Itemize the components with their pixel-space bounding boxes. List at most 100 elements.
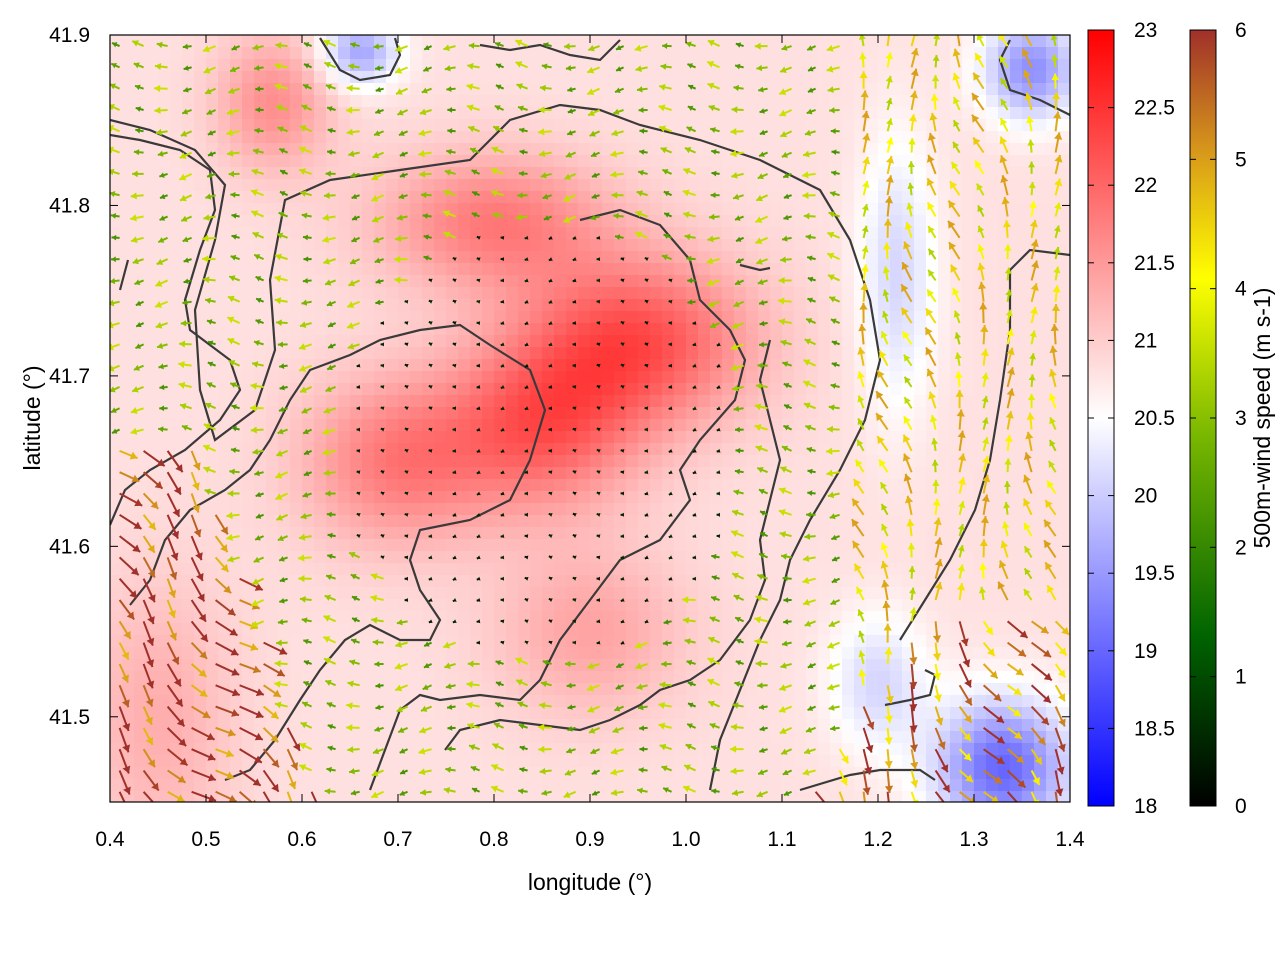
heatmap-cell [482, 203, 495, 216]
heatmap-cell [530, 779, 543, 792]
heatmap-cell [494, 215, 507, 228]
heatmap-cell [434, 503, 447, 516]
heatmap-cell [722, 179, 735, 192]
heatmap-cell [254, 263, 267, 276]
heatmap-cell [170, 407, 183, 420]
heatmap-cell [314, 647, 327, 660]
heatmap-cell [110, 431, 123, 444]
heatmap-cell [530, 299, 543, 312]
heatmap-cell [914, 587, 927, 600]
heatmap-cell [794, 215, 807, 228]
heatmap-cell [1034, 191, 1047, 204]
heatmap-cell [542, 527, 555, 540]
heatmap-cell [686, 155, 699, 168]
heatmap-cell [302, 731, 315, 744]
heatmap-cell [650, 659, 663, 672]
heatmap-cell [854, 515, 867, 528]
heatmap-cell [998, 107, 1011, 120]
heatmap-cell [650, 107, 663, 120]
heatmap-cell [362, 515, 375, 528]
heatmap-cell [926, 431, 939, 444]
heatmap-cell [398, 599, 411, 612]
heatmap-cell [302, 479, 315, 492]
heatmap-cell [278, 455, 291, 468]
heatmap-cell [266, 527, 279, 540]
heatmap-cell [194, 311, 207, 324]
heatmap-cell [950, 35, 963, 48]
heatmap-cell [962, 167, 975, 180]
heatmap-cell [386, 431, 399, 444]
heatmap-cell [578, 227, 591, 240]
heatmap-cell [566, 779, 579, 792]
heatmap-cell [398, 287, 411, 300]
heatmap-cell [842, 287, 855, 300]
heatmap-cell [302, 671, 315, 684]
heatmap-cell [758, 71, 771, 84]
heatmap-cell [662, 131, 675, 144]
heatmap-cell [902, 779, 915, 792]
heatmap-cell [362, 611, 375, 624]
heatmap-cell [1034, 551, 1047, 564]
heatmap-cell [170, 35, 183, 48]
heatmap-cell [590, 95, 603, 108]
heatmap-cell [746, 215, 759, 228]
heatmap-cell [482, 515, 495, 528]
heatmap-cell [218, 671, 231, 684]
heatmap-cell [494, 431, 507, 444]
heatmap-cell [770, 179, 783, 192]
heatmap-cell [590, 251, 603, 264]
heatmap-cell [398, 503, 411, 516]
heatmap-cell [626, 419, 639, 432]
heatmap-cell [854, 311, 867, 324]
heatmap-cell [710, 491, 723, 504]
heatmap-cell [662, 575, 675, 588]
heatmap-cell [962, 143, 975, 156]
heatmap-cell [926, 707, 939, 720]
heatmap-cell [686, 731, 699, 744]
heatmap-cell [1022, 743, 1035, 756]
heatmap-cell [146, 107, 159, 120]
heatmap-cell [518, 383, 531, 396]
heatmap-cell [674, 83, 687, 96]
heatmap-cell [950, 359, 963, 372]
heatmap-cell [458, 431, 471, 444]
heatmap-cell [674, 359, 687, 372]
heatmap-cell [1034, 791, 1047, 802]
heatmap-cell [410, 107, 423, 120]
heatmap-cell [434, 659, 447, 672]
heatmap-cell [638, 647, 651, 660]
heatmap-cell [842, 311, 855, 324]
heatmap-cell [110, 539, 123, 552]
heatmap-cell [338, 287, 351, 300]
heatmap-cell [854, 779, 867, 792]
heatmap-cell [746, 299, 759, 312]
heatmap-cell [218, 35, 231, 48]
heatmap-cell [578, 455, 591, 468]
heatmap-cell [182, 647, 195, 660]
heatmap-cell [830, 695, 843, 708]
heatmap-cell [794, 107, 807, 120]
heatmap-cell [338, 503, 351, 516]
heatmap-cell [170, 287, 183, 300]
heatmap-cell [302, 47, 315, 60]
heatmap-cell [314, 551, 327, 564]
heatmap-cell [410, 635, 423, 648]
heatmap-cell [170, 575, 183, 588]
heatmap-cell [926, 83, 939, 96]
heatmap-cell [470, 707, 483, 720]
heatmap-cell [506, 215, 519, 228]
heatmap-cell [470, 95, 483, 108]
heatmap-cell [878, 131, 891, 144]
heatmap-cell [950, 191, 963, 204]
heatmap-cell [746, 503, 759, 516]
heatmap-cell [494, 635, 507, 648]
heatmap-cell [674, 419, 687, 432]
heatmap-cell [734, 539, 747, 552]
heatmap-cell [410, 311, 423, 324]
heatmap-cell [470, 239, 483, 252]
heatmap-cell [746, 47, 759, 60]
heatmap-cell [482, 275, 495, 288]
heatmap-cell [254, 491, 267, 504]
heatmap-cell [482, 59, 495, 72]
heatmap-cell [494, 683, 507, 696]
